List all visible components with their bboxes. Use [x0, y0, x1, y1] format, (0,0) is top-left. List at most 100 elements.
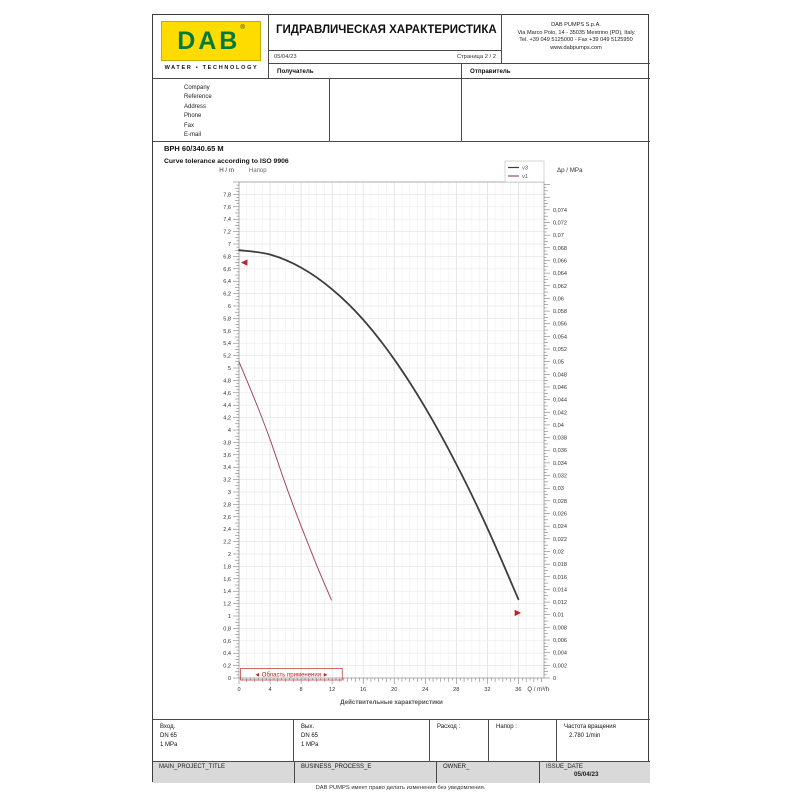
- outlet-label: Вых.: [301, 724, 314, 730]
- contact-fields: Company Reference Address Phone Fax E-ma…: [153, 79, 330, 141]
- svg-text:0: 0: [237, 687, 240, 693]
- owner-cell: OWNER_: [436, 762, 539, 783]
- svg-text:2,2: 2,2: [223, 540, 231, 546]
- application-range: ◄ Область применения ►: [240, 668, 343, 681]
- svg-text:0,046: 0,046: [553, 385, 567, 391]
- chart-grid: [238, 181, 545, 679]
- svg-text:0,016: 0,016: [553, 575, 567, 581]
- svg-text:5,4: 5,4: [223, 341, 231, 347]
- svg-text:0,026: 0,026: [553, 512, 567, 518]
- svg-text:0,022: 0,022: [553, 537, 567, 543]
- svg-text:0: 0: [553, 676, 556, 682]
- contact-field-label: Reference: [184, 94, 212, 101]
- spec-outlet-cell: Вых. DN 65 1 MPa: [293, 720, 429, 761]
- svg-text:5,2: 5,2: [223, 354, 231, 360]
- svg-text:0,4: 0,4: [223, 651, 231, 657]
- date-page-row: 05/04/23 Страница 2 / 2: [269, 51, 501, 64]
- svg-text:24: 24: [422, 687, 428, 693]
- svg-text:2,4: 2,4: [223, 527, 231, 533]
- svg-text:0,05: 0,05: [553, 360, 564, 366]
- svg-text:Q / m³/h: Q / m³/h: [527, 687, 549, 693]
- svg-text:32: 32: [484, 687, 490, 693]
- pump-curve-chart: 0 0,2 0,4 0,6 0,8 1 1,2 1,4 1,6 1,8 2 2,2 2,4 2,6 2,8 3…: [219, 160, 583, 706]
- speed-label: Частота вращения: [564, 724, 616, 730]
- svg-text:v3: v3: [522, 166, 528, 172]
- svg-text:0,014: 0,014: [553, 587, 567, 593]
- svg-text:1: 1: [228, 614, 231, 620]
- svg-text:0,07: 0,07: [553, 233, 564, 239]
- svg-text:7,4: 7,4: [223, 217, 231, 223]
- svg-text:7,2: 7,2: [223, 230, 231, 236]
- svg-text:0,03: 0,03: [553, 486, 564, 492]
- svg-text:0,034: 0,034: [553, 461, 567, 467]
- meta-table: MAIN_PROJECT_TITLE BUSINESS_PROCESS_E OW…: [153, 761, 650, 783]
- document-title: ГИДРАВЛИЧЕСКАЯ ХАРАКТЕРИСТИКА: [276, 24, 497, 36]
- svg-text:0,038: 0,038: [553, 436, 567, 442]
- svg-text:0,2: 0,2: [223, 664, 231, 670]
- svg-text:0,062: 0,062: [553, 284, 567, 290]
- svg-text:0,01: 0,01: [553, 613, 564, 619]
- svg-text:8: 8: [300, 687, 303, 693]
- logo-tagline: WATER • TECHNOLOGY: [164, 65, 259, 71]
- outlet-pn: 1 MPa: [301, 741, 319, 748]
- svg-text:0,8: 0,8: [223, 626, 231, 632]
- svg-text:6,6: 6,6: [223, 267, 231, 273]
- svg-text:4,8: 4,8: [223, 378, 231, 384]
- inlet-label: Вход.: [160, 724, 176, 730]
- project-title-cell: MAIN_PROJECT_TITLE: [159, 764, 226, 770]
- recipient-sender-divider: [461, 79, 462, 141]
- svg-text:0,054: 0,054: [553, 334, 567, 340]
- address-line: Via Marco Polo, 14 - 35035 Mestrino (PD)…: [517, 29, 635, 36]
- svg-text:0,074: 0,074: [553, 208, 567, 214]
- inlet-pn: 1 MPa: [160, 741, 178, 748]
- svg-text:6,2: 6,2: [223, 292, 231, 298]
- dab-logo: DAB ®: [161, 21, 261, 61]
- svg-text:3,4: 3,4: [223, 465, 231, 471]
- svg-text:0,06: 0,06: [553, 296, 564, 302]
- svg-text:0,002: 0,002: [553, 663, 567, 669]
- svg-text:0,068: 0,068: [553, 246, 567, 252]
- svg-text:1,4: 1,4: [223, 589, 231, 595]
- svg-text:3: 3: [228, 490, 231, 496]
- svg-text:5,8: 5,8: [223, 316, 231, 322]
- svg-text:7: 7: [228, 242, 231, 248]
- spec-head-cell: Напор :: [488, 720, 556, 761]
- left-axis: 0 0,2 0,4 0,6 0,8 1 1,2 1,4 1,6 1,8 2 2,2 2,4 2,6 2,8 3…: [223, 181, 239, 682]
- svg-text:Δp / MPa: Δp / MPa: [557, 167, 583, 174]
- svg-text:0,018: 0,018: [553, 562, 567, 568]
- svg-text:28: 28: [453, 687, 459, 693]
- address-line: DAB PUMPS S.p.A.: [551, 22, 601, 28]
- svg-text:6,8: 6,8: [223, 254, 231, 260]
- inlet-dn: DN 65: [160, 732, 178, 739]
- issue-date-label: ISSUE_DATE: [546, 764, 583, 770]
- x-axis: 0 4 8 12 16 20 24 28 32 36 Q / m³/h Действительные …: [237, 678, 549, 706]
- svg-text:3,6: 3,6: [223, 453, 231, 459]
- svg-text:7,6: 7,6: [223, 205, 231, 211]
- svg-text:0,042: 0,042: [553, 410, 567, 416]
- svg-text:v1: v1: [522, 174, 528, 180]
- svg-text:1,8: 1,8: [223, 564, 231, 570]
- svg-text:0,036: 0,036: [553, 448, 567, 454]
- svg-text:2,8: 2,8: [223, 502, 231, 508]
- right-axis: 0 0,002 0,004 0,006 0,008 0,01 0,012 0,014 0,016…: [544, 184, 567, 682]
- address-line: www.dabpumps.com: [550, 44, 602, 51]
- svg-text:4,2: 4,2: [223, 416, 231, 422]
- svg-text:4,4: 4,4: [223, 403, 231, 409]
- svg-text:0,028: 0,028: [553, 499, 567, 505]
- business-process-cell: BUSINESS_PROCESS_E: [294, 762, 436, 783]
- svg-text:0,032: 0,032: [553, 474, 567, 480]
- flow-label: Расход :: [437, 724, 461, 730]
- footer-disclaimer: DAB PUMPS имеет право делать изменения б…: [315, 785, 486, 791]
- svg-text:0,004: 0,004: [553, 651, 567, 657]
- outlet-dn: DN 65: [301, 732, 319, 739]
- svg-text:36: 36: [515, 687, 521, 693]
- svg-text:0,6: 0,6: [223, 639, 231, 645]
- svg-text:0,044: 0,044: [553, 398, 567, 404]
- contact-field-label: Address: [184, 103, 207, 110]
- svg-text:6,4: 6,4: [223, 279, 231, 285]
- issue-date-cell: ISSUE_DATE 05/04/23: [539, 762, 650, 783]
- section-separator: [153, 141, 650, 142]
- duty-marker: [240, 259, 248, 266]
- address-line: Tel. +39 049 5125000 - Fax +39 049 51259…: [519, 37, 633, 44]
